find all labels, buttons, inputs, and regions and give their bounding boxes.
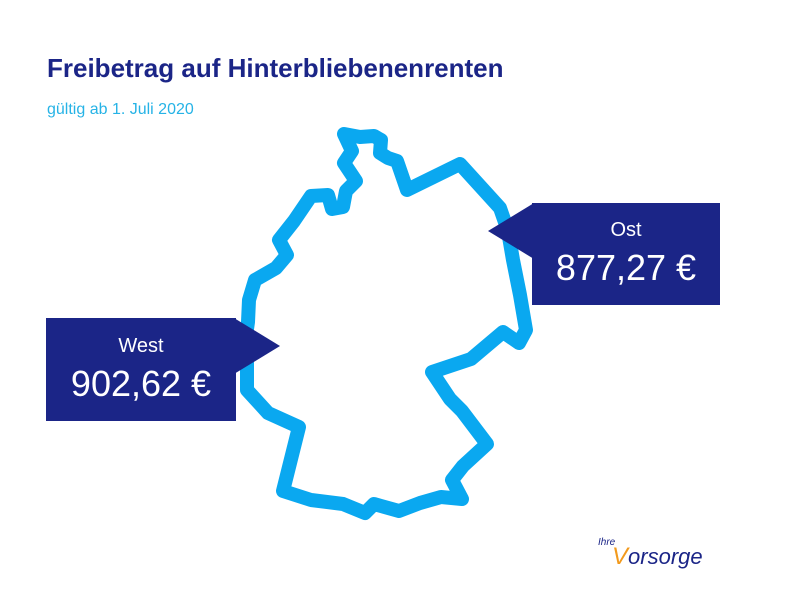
west-amount: 902,62 € bbox=[70, 362, 212, 404]
ost-label: Ost 877,27 € bbox=[532, 203, 720, 305]
logo-word: Vorsorge bbox=[612, 543, 703, 571]
west-name: West bbox=[118, 334, 164, 357]
vorsorge-logo-icon: Ihre Vorsorge bbox=[598, 537, 718, 573]
ost-amount: 877,27 € bbox=[555, 247, 697, 288]
logo-initial: V bbox=[612, 543, 629, 570]
page-title: Freibetrag auf Hinterbliebenenrenten bbox=[47, 53, 504, 83]
page-subtitle: gültig ab 1. Juli 2020 bbox=[47, 101, 194, 118]
logo-prefix: Ihre bbox=[598, 537, 616, 548]
ost-name: Ost bbox=[610, 219, 642, 241]
west-label-pointer bbox=[234, 318, 280, 374]
logo-rest: orsorge bbox=[628, 544, 703, 569]
ost-label-pointer bbox=[488, 203, 534, 259]
west-label: West 902,62 € bbox=[46, 318, 236, 421]
